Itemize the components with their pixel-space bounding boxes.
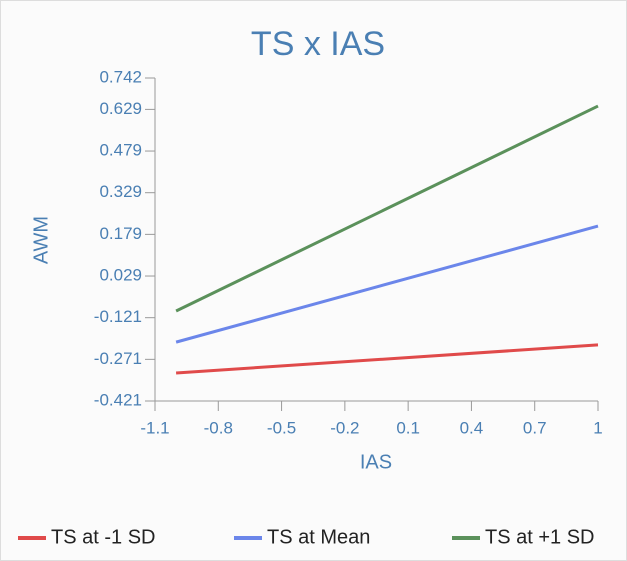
y-tick-label: 0.179: [99, 224, 142, 243]
y-axis-label: AWM: [30, 216, 52, 264]
y-tick-label: 0.742: [99, 67, 142, 86]
y-tick-label: -0.271: [94, 349, 142, 368]
y-tick-label: 0.629: [99, 99, 142, 118]
y-tick-label: 0.029: [99, 266, 142, 285]
x-tick-label: -1.1: [140, 418, 169, 437]
series-line: [175, 104, 599, 313]
x-tick-label: 1: [593, 418, 602, 437]
series-line: [175, 343, 599, 375]
y-tick-label: -0.121: [94, 307, 142, 326]
x-tick-label: 0.7: [523, 418, 547, 437]
x-axis-label: IAS: [360, 451, 392, 473]
y-tick-label: 0.479: [99, 141, 142, 160]
x-tick-label: 0.4: [460, 418, 484, 437]
series-line: [175, 224, 599, 344]
legend-label: TS at +1 SD: [485, 526, 595, 548]
x-tick-label: -0.8: [204, 418, 233, 437]
legend-label: TS at Mean: [267, 526, 370, 548]
chart-title: TS x IAS: [251, 25, 385, 63]
x-tick-label: 0.1: [396, 418, 420, 437]
x-tick-label: -0.2: [330, 418, 359, 437]
y-tick-label: 0.329: [99, 182, 142, 201]
legend-label: TS at -1 SD: [51, 526, 155, 548]
x-tick-label: -0.5: [267, 418, 296, 437]
y-tick-label: -0.421: [94, 390, 142, 409]
